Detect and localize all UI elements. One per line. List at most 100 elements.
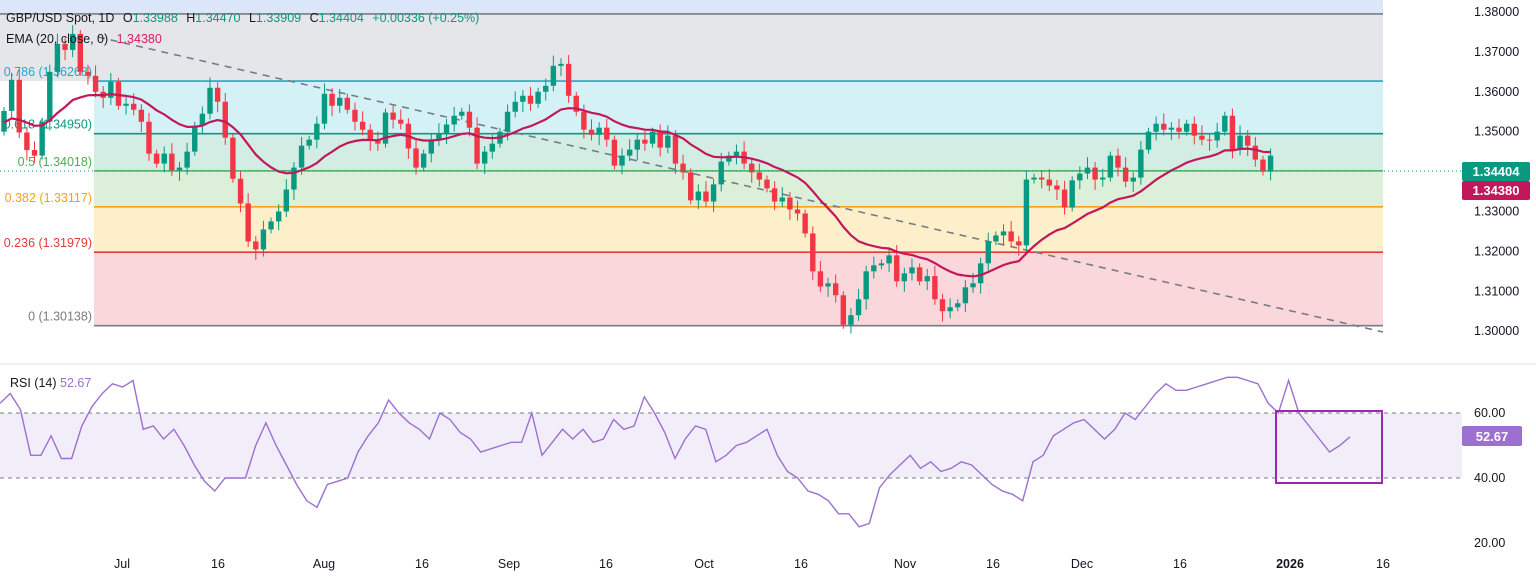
candle	[176, 162, 183, 181]
candle	[428, 133, 434, 163]
candle-body	[871, 265, 877, 272]
candle-body	[733, 151, 740, 156]
candle	[1122, 157, 1129, 188]
symbol-label[interactable]: GBP/USD Spot, 1D	[6, 11, 115, 25]
candle	[268, 217, 274, 234]
candle-body	[321, 93, 328, 124]
candle-body	[85, 71, 91, 76]
ema-price-tag	[1462, 181, 1530, 200]
candle-body	[619, 155, 625, 166]
fib-label-0.5: 0.5 (1.34018)	[18, 155, 92, 169]
candle-body	[924, 276, 930, 282]
candle-body	[512, 101, 518, 112]
fib-zone-top	[0, 0, 1383, 14]
time-tick-label: Aug	[313, 557, 335, 571]
candle-body	[184, 151, 190, 168]
candle	[642, 130, 648, 151]
candle	[611, 135, 618, 170]
candle-body	[710, 184, 717, 202]
candle-body	[581, 111, 587, 130]
candle	[932, 265, 938, 305]
trendline[interactable]	[97, 36, 1384, 333]
candle	[1191, 116, 1197, 145]
candle	[817, 260, 824, 293]
candle	[1214, 122, 1220, 148]
ema-label[interactable]: EMA (20, close, 0)	[6, 32, 109, 46]
rsi-axis[interactable]: 60.00 40.00 20.00	[1474, 406, 1505, 550]
high-value: 1.34470	[195, 11, 241, 25]
candle-body	[77, 33, 83, 72]
candle-body	[16, 79, 22, 133]
candle-body	[161, 153, 167, 164]
candle	[260, 220, 267, 257]
candle-body	[291, 167, 297, 190]
candle	[1031, 173, 1037, 184]
candle-body	[92, 75, 99, 92]
time-tick-label: Jul	[114, 557, 130, 571]
rsi-label[interactable]: RSI (14)	[10, 376, 57, 390]
candle-body	[1183, 123, 1190, 132]
candle	[352, 102, 358, 131]
candle	[604, 118, 610, 147]
candle-body	[863, 271, 869, 300]
candle-body	[275, 211, 282, 222]
candle-body	[237, 178, 244, 204]
candle-body	[1153, 123, 1159, 132]
candle-body	[543, 85, 549, 92]
candle-body	[138, 109, 145, 122]
candle-body	[459, 111, 465, 116]
candle-body	[1214, 131, 1220, 141]
candle-body	[596, 127, 602, 135]
candle	[62, 38, 68, 61]
ema-value: 1.34380	[116, 32, 162, 46]
candle	[1069, 176, 1075, 212]
candle-body	[466, 111, 473, 128]
candle-body	[688, 172, 694, 201]
candle-body	[1115, 155, 1121, 168]
close-label: C	[309, 11, 319, 25]
candle-body	[1138, 149, 1144, 178]
time-tick-label: 16	[415, 557, 429, 571]
candle-body	[642, 139, 648, 144]
candle	[85, 64, 91, 85]
candle-body	[344, 97, 351, 110]
candle	[466, 104, 473, 137]
candle-body	[176, 167, 183, 171]
rsi-highlight-box[interactable]	[1275, 410, 1383, 484]
candle-body	[199, 113, 206, 126]
candle	[1145, 127, 1152, 154]
time-tick-label: 16	[1173, 557, 1187, 571]
candle	[1000, 224, 1007, 245]
candle	[161, 146, 167, 173]
candle-body	[1206, 139, 1213, 141]
candle	[565, 55, 572, 103]
candle	[543, 78, 549, 101]
fib-zone-0.382	[94, 206, 1383, 253]
candle-body	[1008, 231, 1014, 242]
rsi-band	[0, 413, 1462, 478]
candle	[764, 175, 770, 193]
time-axis[interactable]: Jul 16 Aug 16 Sep 16 Oct 16 Nov 16 Dec 16 2026 16	[114, 557, 1390, 571]
candle	[1176, 118, 1182, 139]
candle	[31, 141, 38, 163]
candle	[596, 122, 602, 146]
candle-body	[192, 125, 198, 152]
candle-body	[413, 148, 419, 168]
candle	[848, 308, 854, 334]
candle-body	[1077, 173, 1083, 181]
candle-body	[848, 315, 854, 325]
candle-body	[1176, 127, 1182, 132]
candle	[1100, 168, 1106, 187]
candle-body	[260, 229, 267, 250]
candle	[794, 200, 801, 221]
candle	[1222, 111, 1228, 136]
candle-body	[657, 131, 663, 148]
candle-body	[527, 95, 534, 104]
candle	[1107, 151, 1114, 182]
candle-body	[611, 139, 618, 166]
candle-body	[649, 131, 656, 144]
candle	[962, 280, 969, 313]
candle-body	[947, 307, 953, 312]
candle-body	[771, 188, 778, 202]
